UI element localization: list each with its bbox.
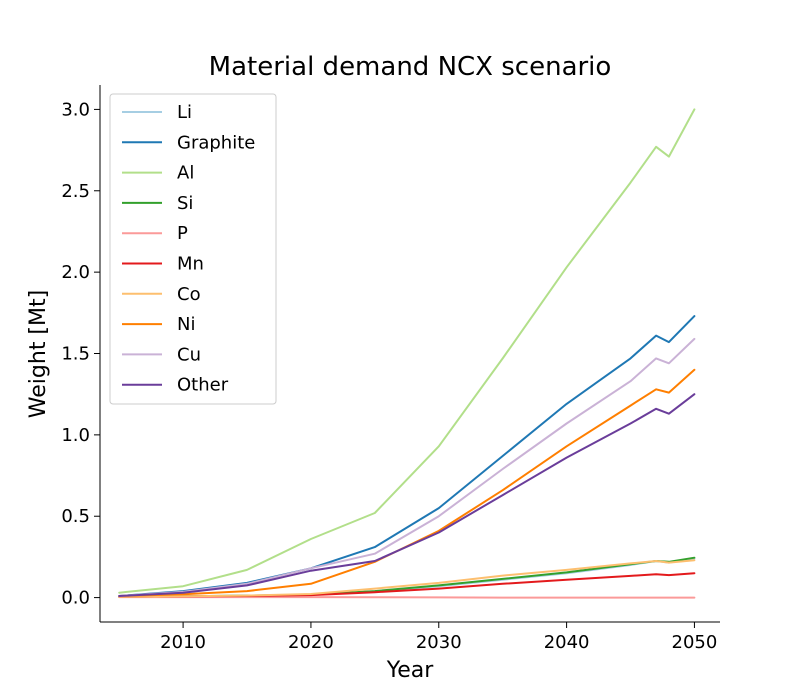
legend-label-other: Other	[177, 375, 229, 396]
legend-label-cu: Cu	[177, 344, 201, 365]
legend-box	[109, 93, 277, 405]
legend-label-li: Li	[177, 102, 192, 123]
y-tick-label: 1.0	[61, 425, 90, 446]
series-line-ni	[118, 368, 696, 597]
y-tick-label: 0.0	[61, 588, 90, 609]
legend-label-si: Si	[177, 193, 193, 214]
x-ticks: 2010 2020 2030 2040 2050	[160, 622, 717, 653]
legend-label-graphite: Graphite	[177, 132, 255, 153]
y-tick-label: 0.5	[61, 506, 90, 527]
x-tick-label: 2020	[288, 632, 334, 653]
y-axis-label: Weight [Mt]	[26, 290, 51, 418]
series-line-cu	[118, 337, 696, 597]
legend-label-co: Co	[177, 284, 201, 305]
x-tick-label: 2010	[160, 632, 206, 653]
series-line-p	[118, 596, 696, 599]
legend-label-p: P	[177, 223, 188, 244]
legend-label-al: Al	[177, 163, 194, 184]
y-tick-label: 2.0	[61, 262, 90, 283]
legend-items: Li Graphite Al Si P Mn Co Ni Cu Other	[122, 102, 255, 396]
x-tick-label: 2050	[672, 632, 718, 653]
series-line-other	[118, 393, 696, 597]
x-axis-label: Year	[386, 658, 435, 683]
x-tick-label: 2040	[544, 632, 590, 653]
y-tick-label: 3.0	[61, 99, 90, 120]
legend: Li Graphite Al Si P Mn Co Ni Cu Other	[109, 93, 277, 405]
series-line-co	[118, 559, 696, 598]
y-tick-label: 2.5	[61, 181, 90, 202]
series-lines	[118, 108, 696, 599]
chart-title: Material demand NCX scenario	[209, 52, 612, 82]
series-line-al	[118, 108, 696, 594]
y-tick-label: 1.5	[61, 344, 90, 365]
legend-label-ni: Ni	[177, 314, 195, 335]
x-tick-label: 2030	[416, 632, 462, 653]
y-ticks: 0.0 0.5 1.0 1.5 2.0 2.5 3.0	[61, 99, 100, 609]
legend-label-mn: Mn	[177, 254, 204, 275]
